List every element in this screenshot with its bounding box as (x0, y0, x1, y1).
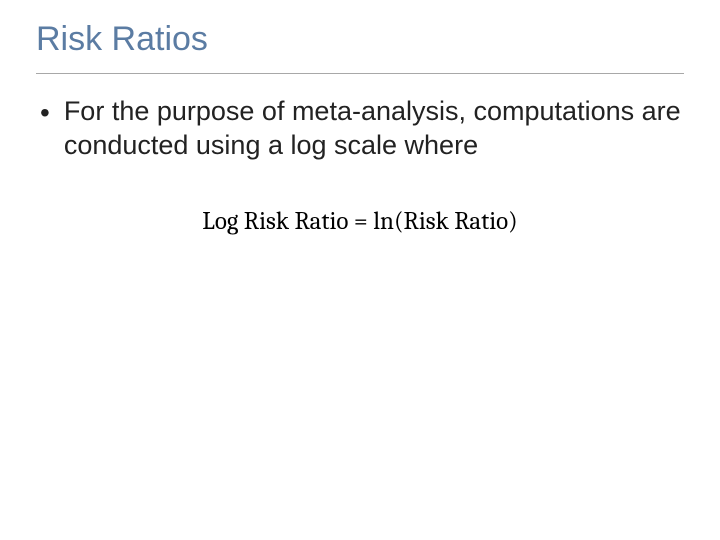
slide-container: Risk Ratios • For the purpose of meta-an… (0, 0, 720, 256)
equation-text: Log Risk Ratio = ln(Risk Ratio) (36, 207, 684, 236)
bullet-marker: • (40, 95, 50, 131)
bullet-item: • For the purpose of meta-analysis, comp… (40, 95, 684, 163)
bullet-text: For the purpose of meta-analysis, comput… (64, 95, 684, 163)
title-underline (36, 73, 684, 74)
slide-title: Risk Ratios (36, 20, 684, 69)
